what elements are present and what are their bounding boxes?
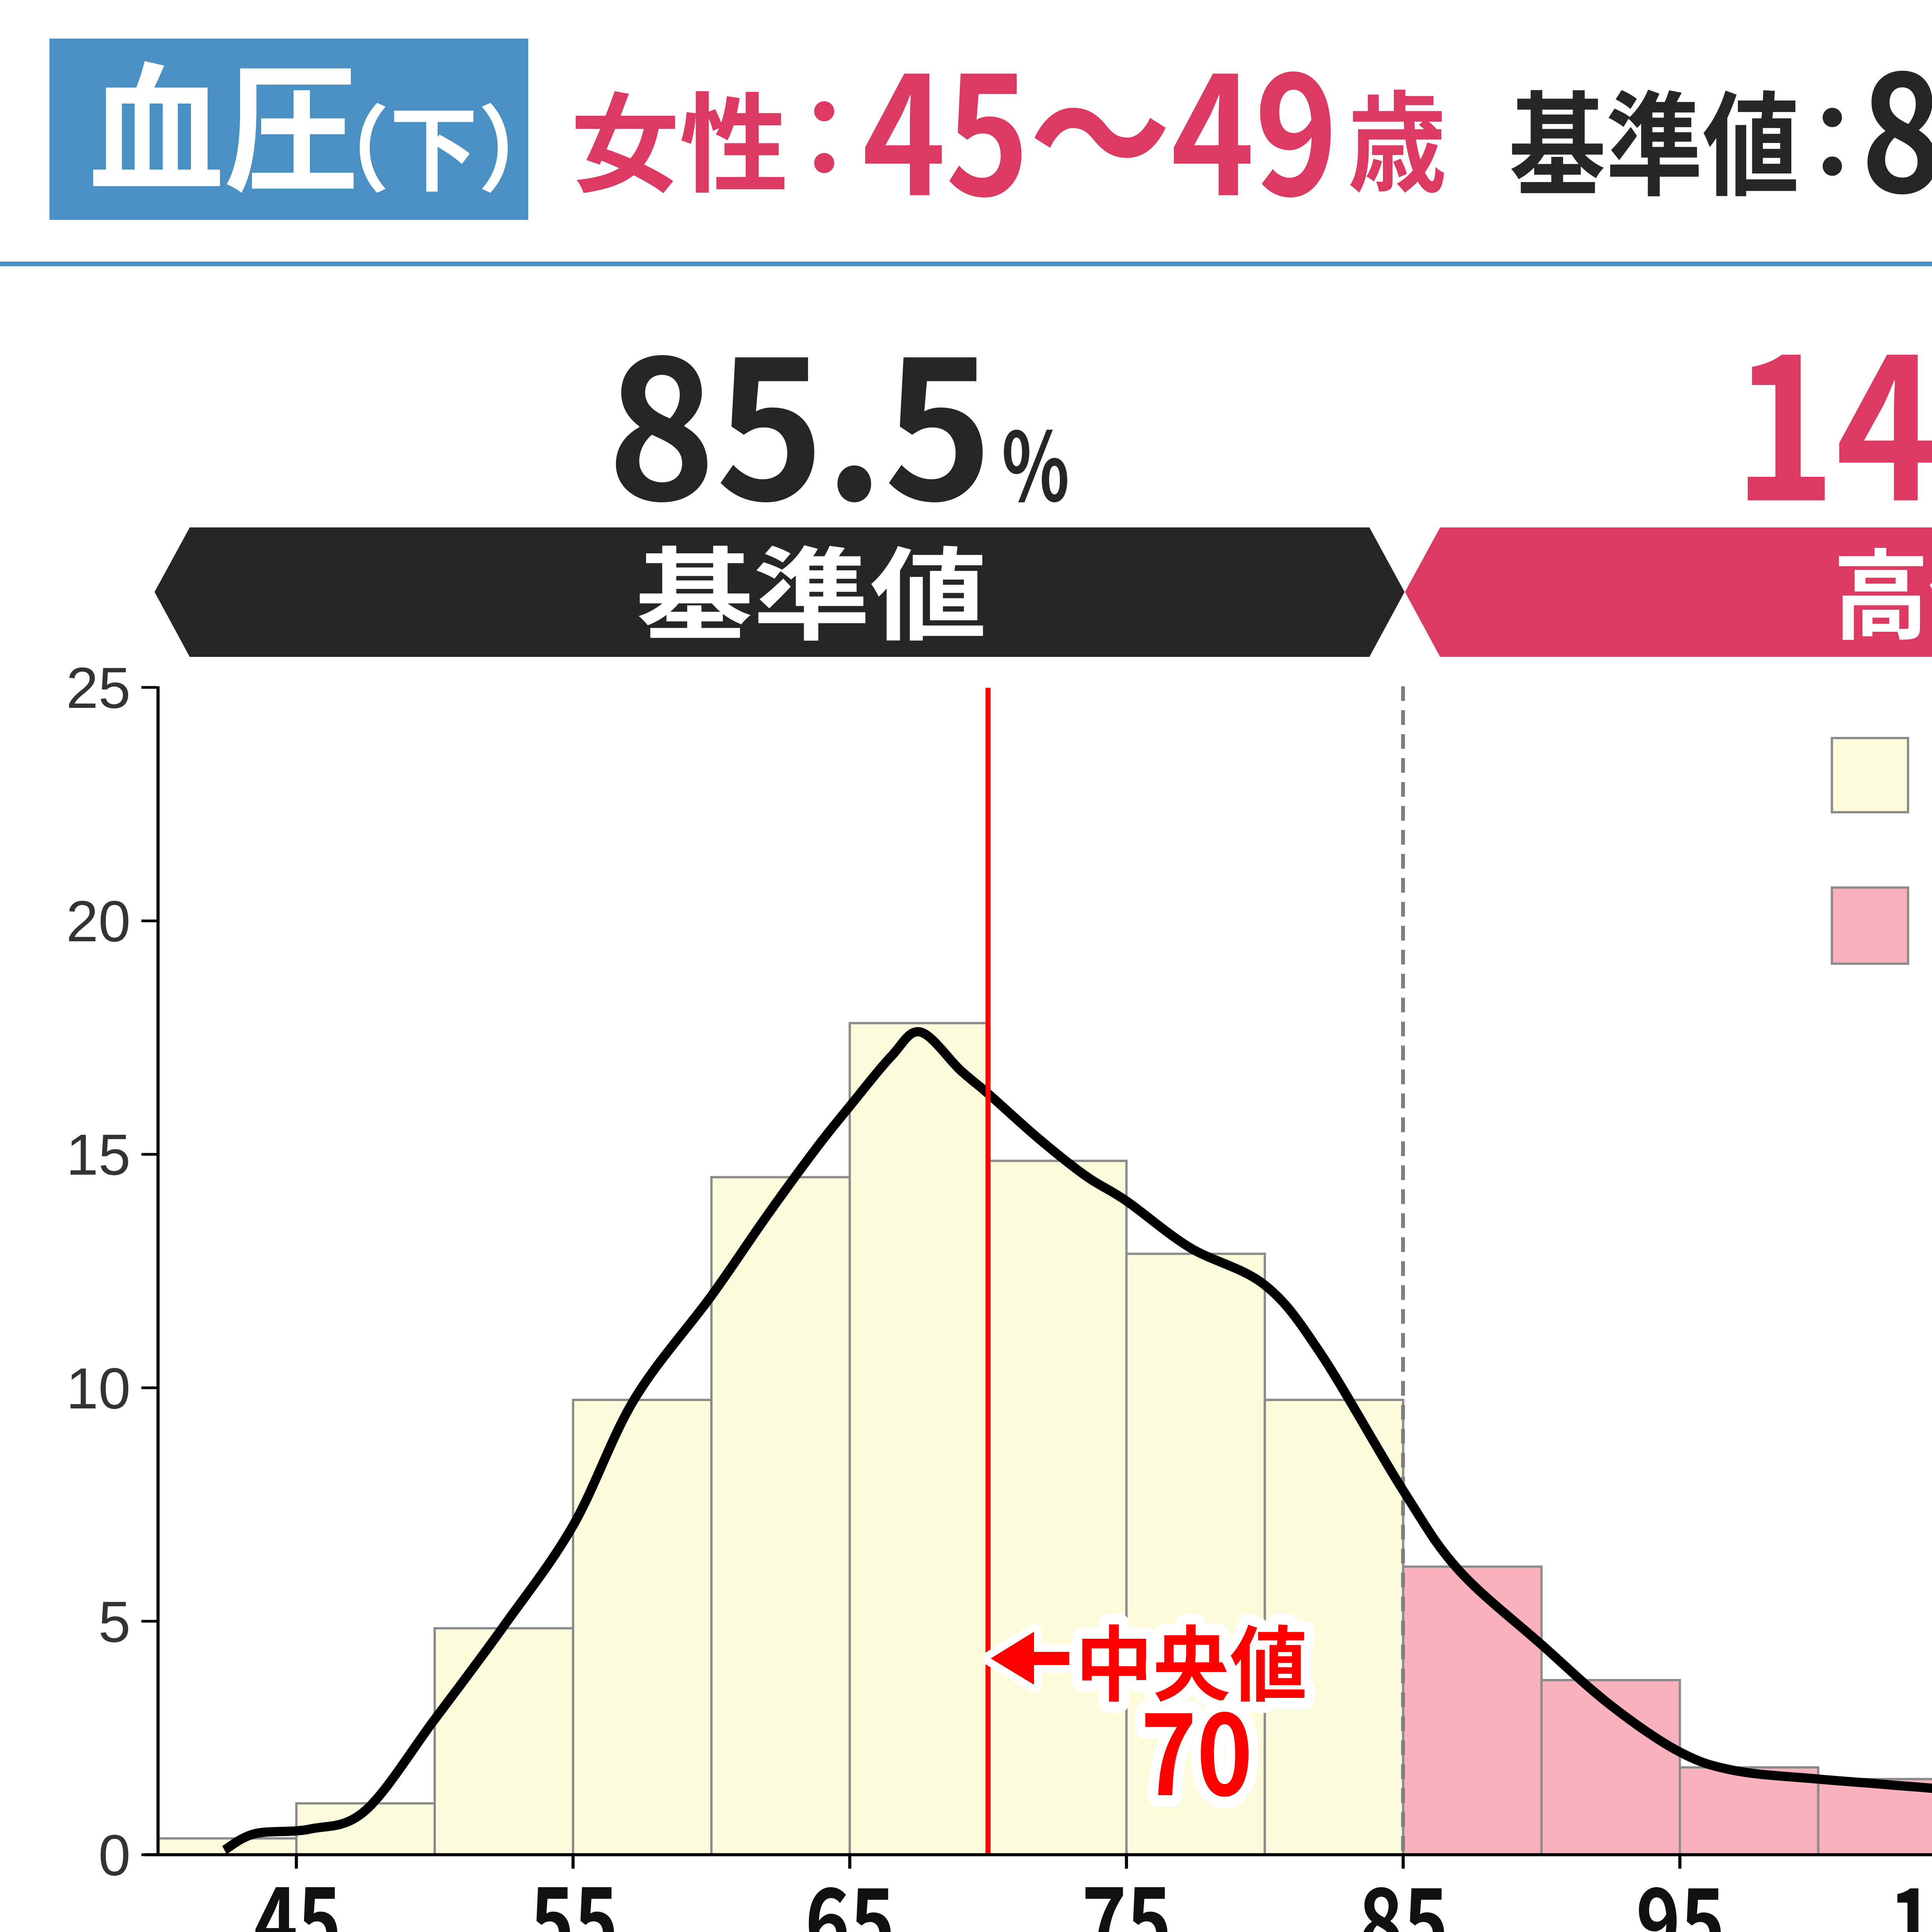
svg-text:5: 5	[99, 1589, 131, 1654]
svg-text:25: 25	[66, 655, 131, 720]
svg-text:15: 15	[66, 1122, 131, 1187]
svg-text:0: 0	[99, 1823, 131, 1888]
svg-text:10: 10	[66, 1356, 131, 1421]
svg-text:20: 20	[66, 889, 131, 954]
